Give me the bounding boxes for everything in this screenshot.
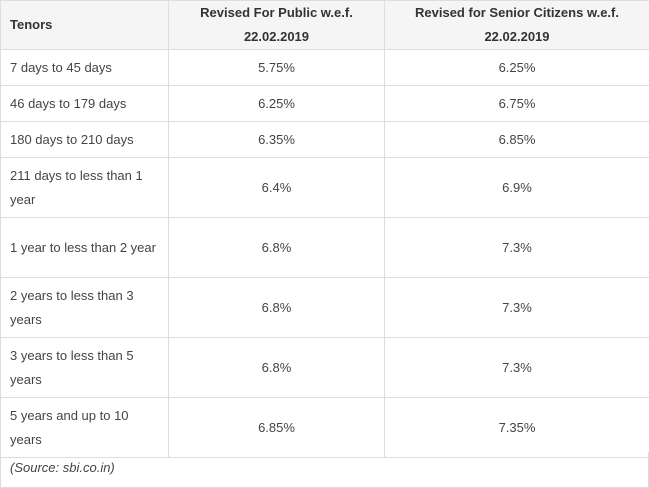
table-row: 7 days to 45 days 5.75% 6.25% <box>0 49 649 86</box>
public-rate-cell: 5.75% <box>168 49 385 86</box>
table-row: 1 year to less than 2 year 6.8% 7.3% <box>0 217 649 278</box>
senior-rate-cell: 6.75% <box>384 85 649 122</box>
senior-rate-cell: 6.85% <box>384 121 649 158</box>
public-rate-cell: 6.8% <box>168 337 385 398</box>
header-tenors: Tenors <box>0 0 169 50</box>
senior-rate-cell: 7.3% <box>384 217 649 278</box>
tenor-cell: 5 years and up to 10 years <box>0 397 169 458</box>
header-row: Tenors Revised For Public w.e.f. 22.02.2… <box>0 0 649 50</box>
caption-border-left <box>0 452 1 488</box>
public-rate-cell: 6.35% <box>168 121 385 158</box>
tenor-cell: 46 days to 179 days <box>0 85 169 122</box>
public-rate-cell: 6.25% <box>168 85 385 122</box>
senior-rate-cell: 6.9% <box>384 157 649 218</box>
tenor-cell: 211 days to less than 1 year <box>0 157 169 218</box>
table-row: 2 years to less than 3 years 6.8% 7.3% <box>0 277 649 338</box>
table-row: 5 years and up to 10 years 6.85% 7.35% <box>0 397 649 458</box>
public-rate-cell: 6.8% <box>168 277 385 338</box>
table-row: 3 years to less than 5 years 6.8% 7.3% <box>0 337 649 398</box>
table-row: 46 days to 179 days 6.25% 6.75% <box>0 85 649 122</box>
table-row: 211 days to less than 1 year 6.4% 6.9% <box>0 157 649 218</box>
senior-rate-cell: 7.3% <box>384 277 649 338</box>
header-senior-rate: Revised for Senior Citizens w.e.f. 22.02… <box>384 0 649 50</box>
public-rate-cell: 6.4% <box>168 157 385 218</box>
table-header: Tenors Revised For Public w.e.f. 22.02.2… <box>0 0 649 50</box>
tenor-cell: 1 year to less than 2 year <box>0 217 169 278</box>
source-caption: (Source: sbi.co.in) <box>10 460 115 475</box>
public-rate-cell: 6.85% <box>168 397 385 458</box>
table-row: 180 days to 210 days 6.35% 6.85% <box>0 121 649 158</box>
tenor-cell: 7 days to 45 days <box>0 49 169 86</box>
interest-rates-table: Tenors Revised For Public w.e.f. 22.02.2… <box>0 0 649 458</box>
tenor-cell: 3 years to less than 5 years <box>0 337 169 398</box>
senior-rate-cell: 7.3% <box>384 337 649 398</box>
header-public-rate: Revised For Public w.e.f. 22.02.2019 <box>168 0 385 50</box>
table-body: 7 days to 45 days 5.75% 6.25% 46 days to… <box>0 49 649 458</box>
public-rate-cell: 6.8% <box>168 217 385 278</box>
tenor-cell: 2 years to less than 3 years <box>0 277 169 338</box>
senior-rate-cell: 6.25% <box>384 49 649 86</box>
senior-rate-cell: 7.35% <box>384 397 649 458</box>
tenor-cell: 180 days to 210 days <box>0 121 169 158</box>
